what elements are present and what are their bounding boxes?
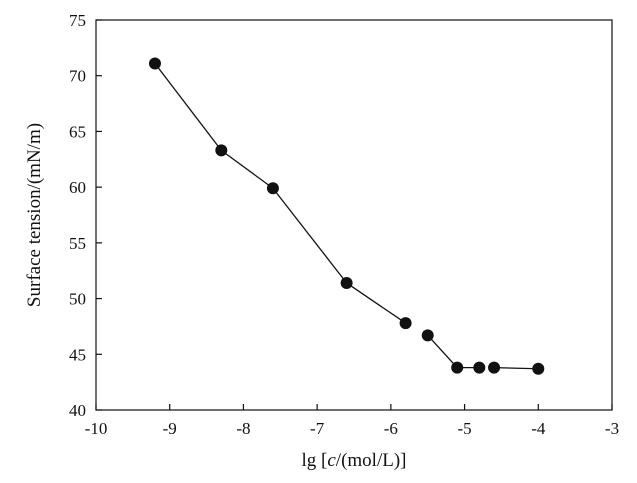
data-point bbox=[488, 361, 501, 374]
y-tick-label: 60 bbox=[69, 178, 86, 197]
data-point bbox=[399, 317, 412, 330]
series-line-segment bbox=[427, 334, 458, 369]
data-point bbox=[532, 362, 545, 375]
series-line-segment bbox=[154, 63, 222, 151]
x-tick-label: -10 bbox=[85, 419, 108, 438]
data-point bbox=[451, 361, 464, 374]
x-tick-label: -7 bbox=[310, 419, 325, 438]
data-point bbox=[421, 329, 434, 342]
data-point bbox=[473, 361, 486, 374]
x-axis-ticks: -10 -9 -8 -7 -6 -5 -4 -3 bbox=[85, 404, 619, 438]
y-tick-label: 45 bbox=[69, 345, 86, 364]
y-axis-label: Surface tension/(mN/m) bbox=[24, 123, 45, 307]
data-point bbox=[266, 182, 279, 195]
x-tick-label: -4 bbox=[531, 419, 546, 438]
data-point bbox=[148, 57, 161, 70]
series-lines bbox=[154, 63, 539, 370]
x-tick-label: -6 bbox=[384, 419, 398, 438]
series-line-segment bbox=[494, 367, 539, 370]
x-axis-label: lg [c/(mol/L)] bbox=[302, 450, 407, 471]
data-point bbox=[340, 276, 353, 289]
data-point bbox=[215, 144, 228, 157]
y-tick-label: 40 bbox=[69, 401, 86, 420]
plot-frame bbox=[95, 19, 613, 411]
y-tick-label: 50 bbox=[69, 290, 86, 309]
y-axis-ticks: 40 45 50 55 60 65 70 75 bbox=[69, 11, 102, 420]
x-tick-label: -8 bbox=[236, 419, 250, 438]
y-tick-label: 70 bbox=[69, 67, 86, 86]
y-tick-label: 65 bbox=[69, 122, 86, 141]
x-tick-label: -3 bbox=[605, 419, 619, 438]
data-points bbox=[148, 57, 545, 375]
series-line-segment bbox=[220, 149, 274, 189]
x-tick-label: -9 bbox=[163, 419, 177, 438]
y-tick-label: 75 bbox=[69, 11, 86, 30]
x-tick-label: -5 bbox=[457, 419, 471, 438]
y-tick-label: 55 bbox=[69, 234, 86, 253]
series-line-segment bbox=[272, 187, 348, 284]
series-line-segment bbox=[346, 282, 406, 324]
